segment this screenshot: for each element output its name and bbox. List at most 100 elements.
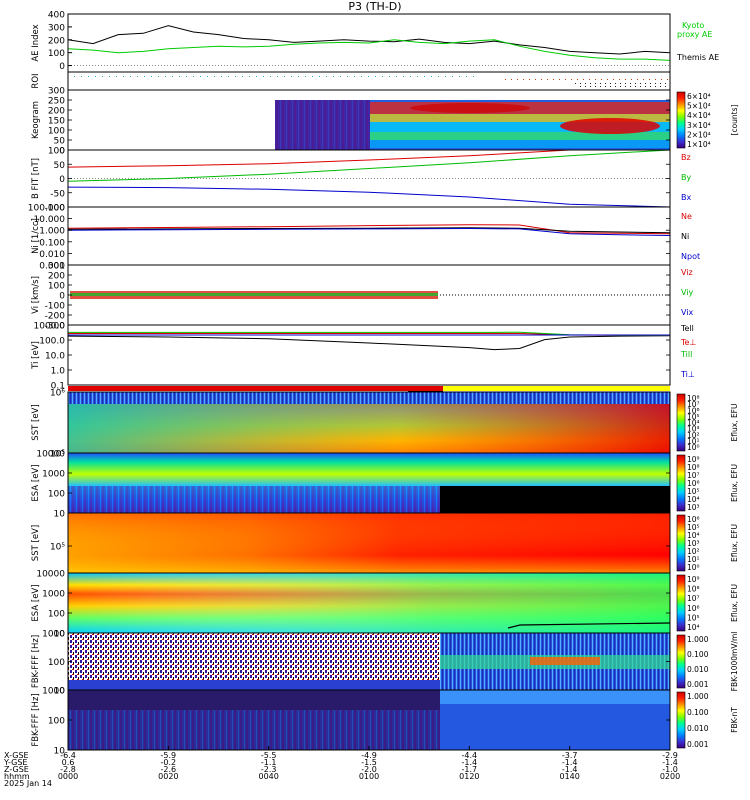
x-tick-label-y: -1.5 — [361, 758, 377, 767]
y-tick-label: 0.010 — [39, 250, 65, 260]
colorbar-tick-label: 10⁸ — [687, 394, 700, 403]
roi-dot — [74, 76, 75, 77]
roi-dot — [326, 76, 327, 77]
roi-dot — [452, 76, 453, 77]
roi-dot — [577, 79, 578, 80]
roi-dot — [590, 86, 591, 87]
y-tick-label: 10⁶ — [50, 389, 65, 399]
legend-entry: Vix — [681, 308, 694, 317]
roi-dot — [354, 76, 355, 77]
roi-dot — [620, 83, 621, 84]
roi-dot — [580, 86, 581, 87]
colorbar-tick-label: 10⁷ — [687, 594, 700, 603]
x-tick-label-time: 0020 — [158, 772, 178, 781]
y-tick-label: 10⁵ — [50, 450, 65, 460]
colorbar-tick-label: 1×10⁴ — [687, 140, 711, 149]
velocity-band — [70, 293, 438, 296]
roi-dot — [605, 83, 606, 84]
roi-dot — [158, 76, 159, 77]
x-row-label: X-GSE — [4, 751, 29, 760]
legend-entry: By — [681, 173, 691, 182]
y-tick-label: 200 — [48, 272, 65, 282]
roi-dot — [312, 76, 313, 77]
colorbar — [676, 514, 686, 572]
roi-dot — [95, 76, 96, 77]
series-line-Npot — [67, 227, 671, 236]
y-tick-label: 200 — [48, 107, 65, 117]
x-tick-label-y: -0.2 — [161, 758, 177, 767]
roi-dot — [88, 76, 89, 77]
y-tick-label: 300 — [48, 262, 65, 272]
colorbar-tick-label: 10⁴ — [687, 495, 700, 504]
colorbar-tick-label: 2×10⁴ — [687, 130, 711, 139]
legend-entry: Ni — [681, 232, 689, 241]
y-tick-label: 10 — [54, 510, 66, 520]
panel-border — [67, 71, 671, 91]
panel-keogram: 300250200150100500Keogram6×10⁴5×10⁴4×10⁴… — [31, 87, 739, 157]
keogram-hotspot — [560, 118, 660, 134]
y-tick-label: 300 — [48, 23, 65, 33]
y-tick-label: 100.0 — [39, 337, 65, 347]
roi-dot — [473, 76, 474, 77]
y-tick-label: -100 — [45, 204, 66, 214]
keogram-hotspot — [410, 103, 530, 113]
roi-dot — [607, 79, 608, 80]
colorbar-tick-label: 1.000 — [687, 635, 709, 644]
colorbar-tick-label: 10² — [687, 431, 700, 440]
roi-dot — [123, 76, 124, 77]
x-tick-label-time: 0140 — [559, 772, 579, 781]
roi-dot — [615, 83, 616, 84]
roi-dot — [649, 79, 650, 80]
mode-bar-fast — [68, 386, 443, 391]
colorbar-tick-label: 6×10⁴ — [687, 92, 711, 101]
roi-dot — [347, 76, 348, 77]
colorbar-label: FBK-nT — [730, 707, 739, 733]
roi-dot — [571, 79, 572, 80]
roi-dot — [511, 79, 512, 80]
roi-dot — [600, 86, 601, 87]
figure-title: P3 (TH-D) — [348, 0, 401, 13]
series-line-Tell — [67, 335, 671, 351]
colorbar-tick-label: 0.010 — [687, 665, 709, 674]
roi-dot — [625, 79, 626, 80]
panel-border — [67, 206, 671, 266]
roi-dot — [610, 86, 611, 87]
series-line-Bx — [67, 186, 671, 208]
roi-dot — [660, 83, 661, 84]
spectrogram-overlay — [68, 573, 670, 633]
legend-entry: Npot — [681, 252, 700, 261]
y-tick-label: 0.001 — [39, 262, 65, 272]
x-tick-label-y: -1.1 — [261, 758, 277, 767]
colorbar-tick-label: 10⁶ — [687, 604, 700, 613]
roi-dot — [625, 83, 626, 84]
roi-dot — [665, 86, 666, 87]
series-line-Kyoto proxy AE — [67, 39, 671, 61]
colorbar-tick-label: 10⁷ — [687, 400, 700, 409]
y-tick-label: 100.000 — [28, 204, 65, 214]
colorbar-tick-label: 10⁴ — [687, 623, 700, 632]
y-tick-label: 0 — [59, 292, 65, 302]
roi-dot — [535, 79, 536, 80]
colorbar-tick-label: 0.001 — [687, 680, 709, 689]
spectrogram-noise — [68, 710, 440, 750]
y-axis-label: ESA [eV] — [31, 464, 41, 501]
colorbar-tick-label: 10⁸ — [687, 463, 700, 472]
colorbar-tick-label: 10⁹ — [687, 455, 700, 464]
roi-dot — [595, 83, 596, 84]
y-tick-label: 10000 — [36, 450, 65, 460]
y-axis-label: FBK-FFF [Hz] — [31, 635, 41, 688]
roi-dot — [583, 79, 584, 80]
colorbar-tick-label: 10¹ — [687, 555, 700, 564]
y-tick-label: 10.000 — [34, 215, 66, 225]
x-tick-label-y: -1.4 — [462, 758, 478, 767]
roi-dot — [81, 76, 82, 77]
roi-dot — [625, 86, 626, 87]
roi-dot — [517, 79, 518, 80]
colorbar-tick-label: 10⁶ — [687, 479, 700, 488]
roi-dot — [228, 76, 229, 77]
y-axis-label: B FIT [nT] — [31, 158, 41, 199]
y-tick-label: 0 — [59, 147, 65, 157]
